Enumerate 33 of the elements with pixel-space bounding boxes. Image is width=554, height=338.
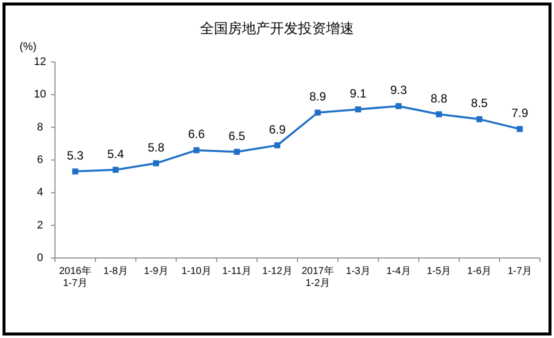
x-tick-label: 1-10月 (181, 266, 212, 277)
x-tick-label: 1-4月 (386, 266, 411, 277)
chart-title: 全国房地产开发投资增速 (200, 20, 354, 36)
data-label: 8.5 (471, 96, 488, 110)
x-tick-label: 1-6月 (467, 266, 492, 277)
data-label: 8.9 (309, 90, 326, 104)
x-tick-label: 2016年 1-7月 (59, 265, 92, 289)
y-tick-label: 12 (34, 56, 46, 68)
x-tick-label: 1-5月 (426, 266, 452, 277)
data-label: 5.4 (107, 146, 124, 161)
y-tick-label: 10 (34, 88, 46, 101)
x-tick-label: 1-11月 (222, 266, 252, 277)
data-label: 6.9 (268, 122, 286, 136)
data-label: 9.1 (350, 86, 367, 100)
data-label: 7.9 (511, 106, 528, 120)
y-tick-label: 8 (36, 121, 44, 134)
data-label: 5.3 (66, 148, 84, 162)
data-label: 6.5 (228, 128, 246, 143)
data-label: 9.3 (390, 83, 408, 98)
data-label: 8.8 (430, 91, 448, 106)
x-tick-label: 1-8月 (103, 266, 128, 277)
y-tick-label: 6 (36, 154, 44, 166)
data-label: 5.8 (148, 140, 165, 154)
x-tick-label: 1-9月 (144, 266, 168, 277)
x-tick-label: 1-7月 (508, 266, 532, 277)
y-tick-label: 2 (36, 219, 44, 232)
y-tick-label: 0 (36, 252, 44, 264)
x-tick-label: 2017年 1-2月 (302, 265, 334, 289)
x-tick-label: 1-12月 (262, 266, 292, 277)
x-tick-label: 1-3月 (346, 266, 370, 277)
y-axis-title: (%) (19, 41, 37, 53)
y-tick-label: 4 (36, 186, 44, 199)
data-label: 6.6 (188, 127, 206, 142)
